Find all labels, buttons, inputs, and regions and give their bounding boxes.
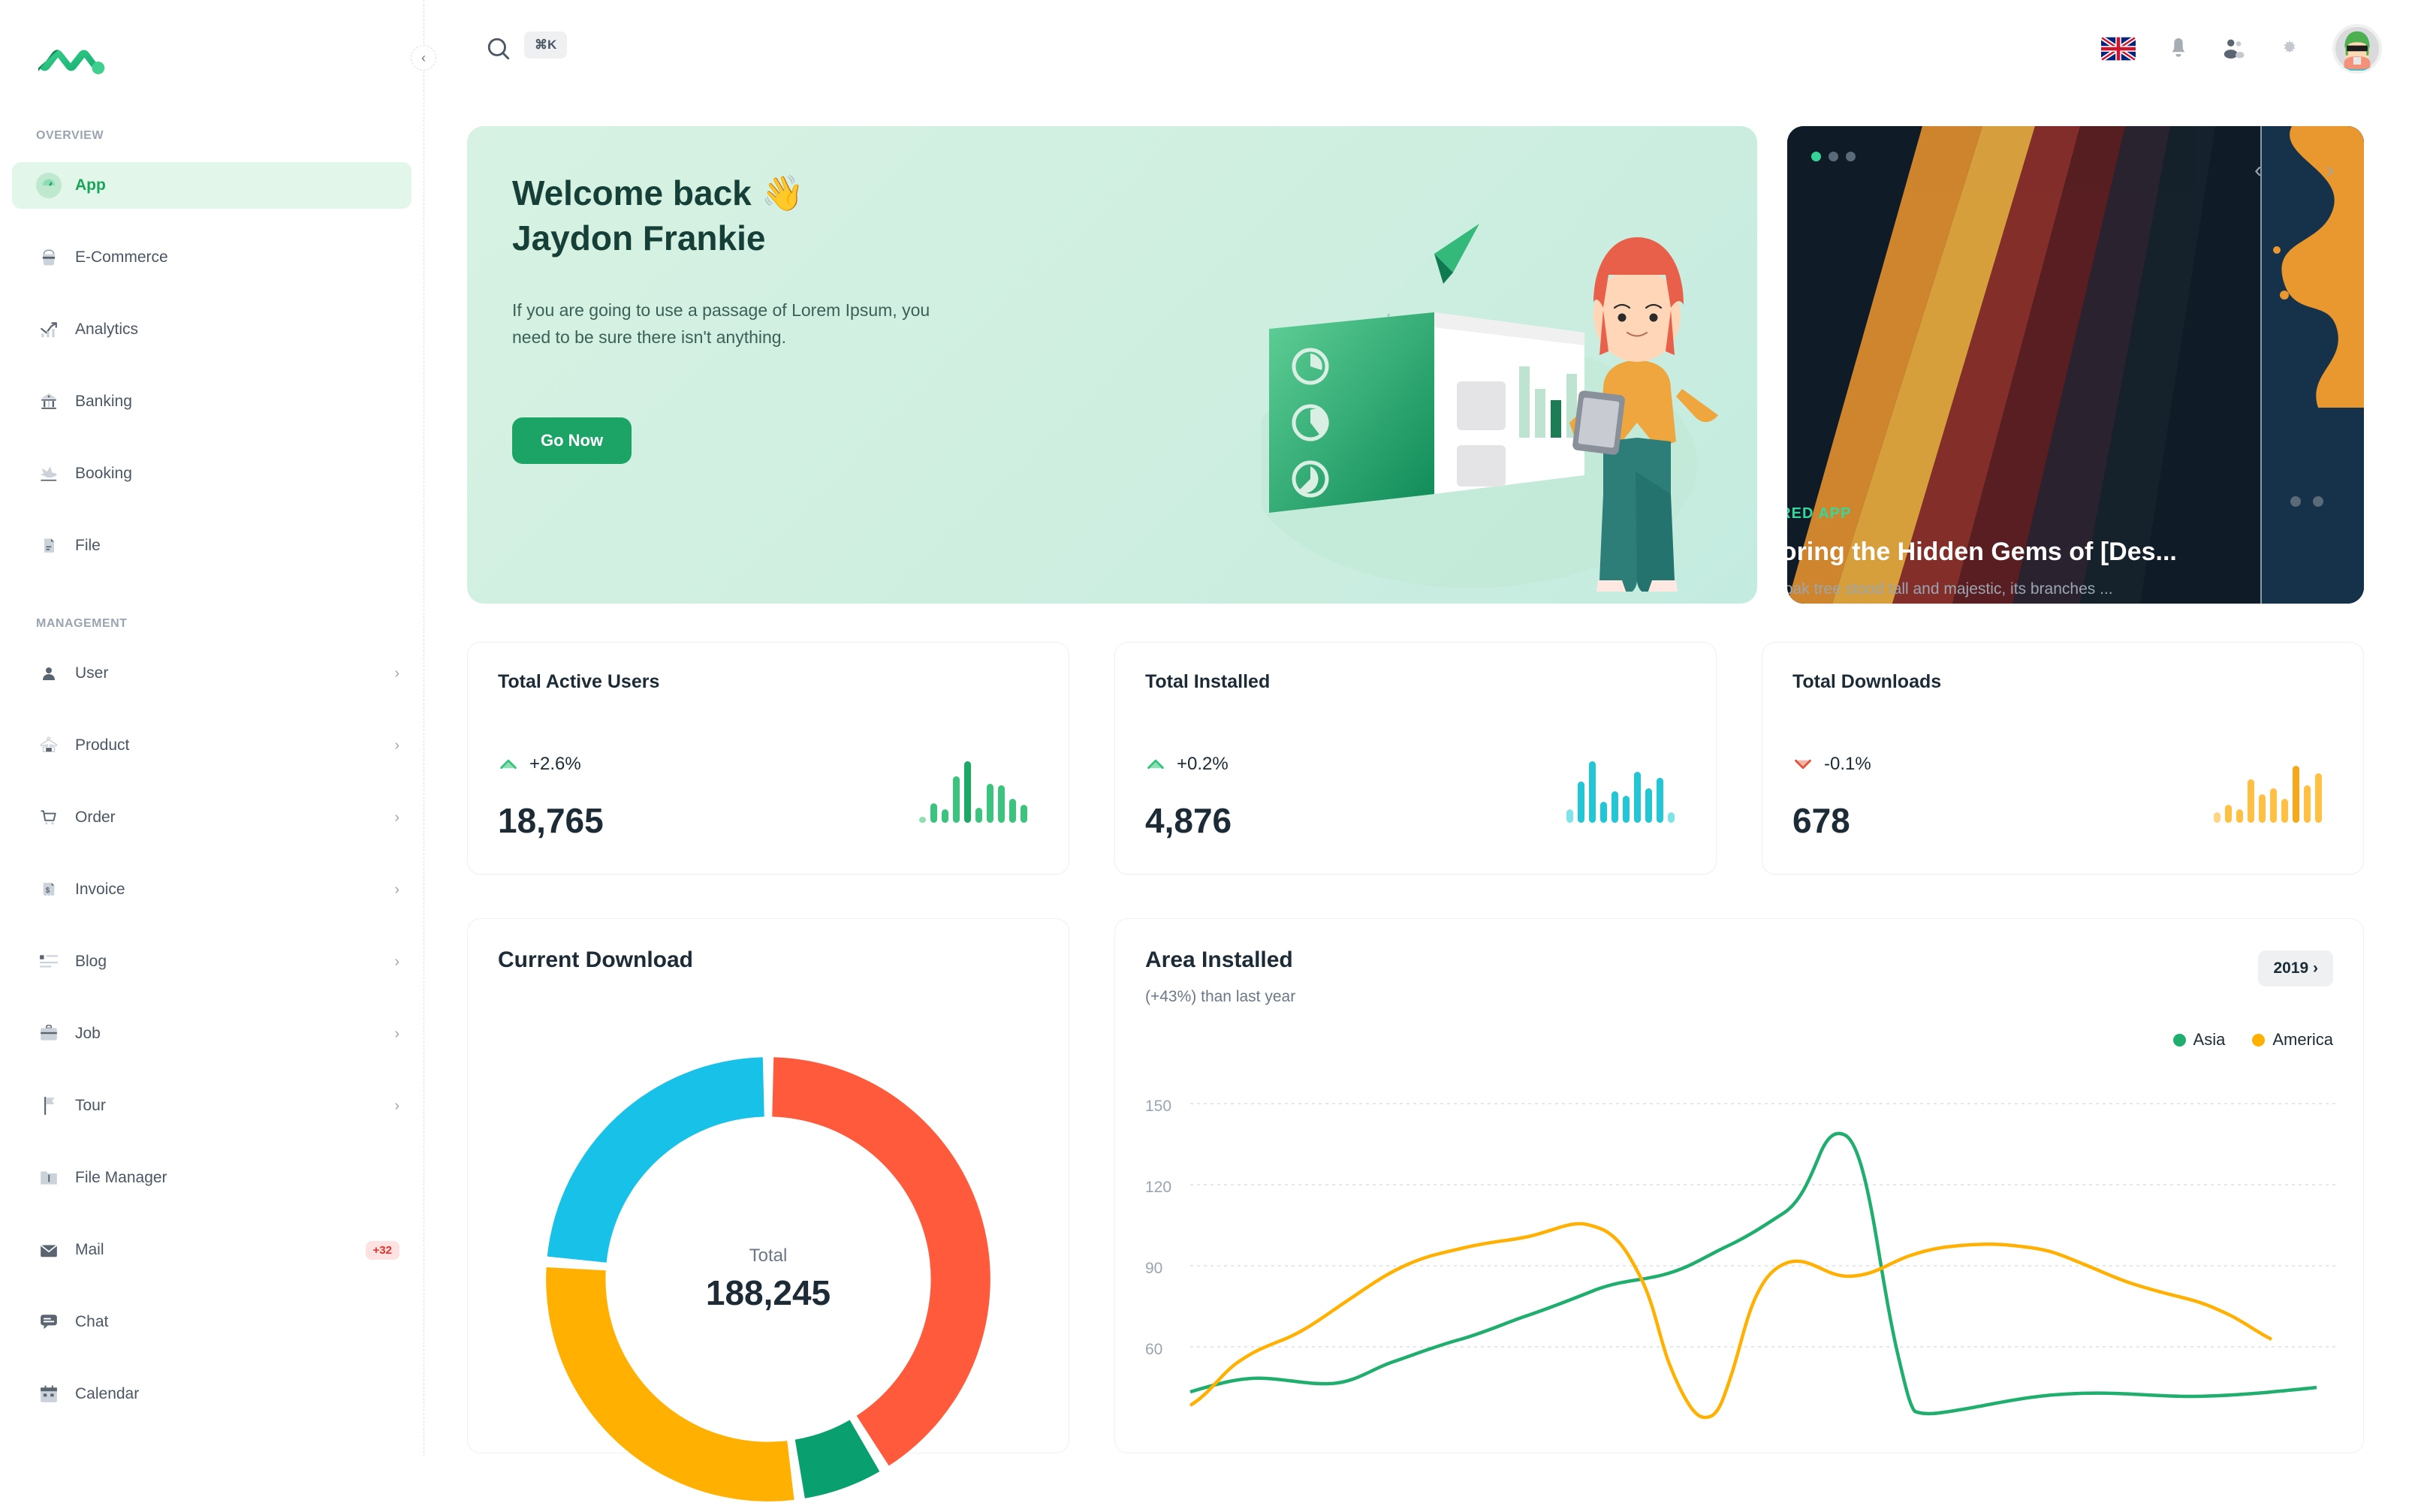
svg-text:$: $ [46, 887, 50, 895]
